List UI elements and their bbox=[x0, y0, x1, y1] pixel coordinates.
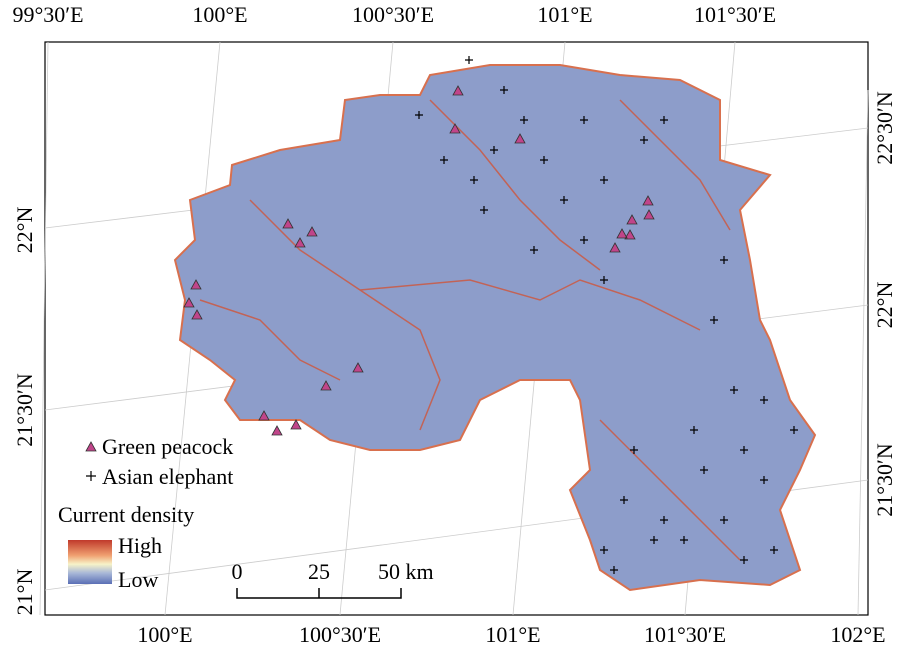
density-low: Low bbox=[118, 567, 158, 592]
elephant-symbol bbox=[86, 471, 96, 481]
study-region bbox=[173, 64, 817, 592]
scale-label: 50 km bbox=[378, 559, 434, 584]
top-label: 100°E bbox=[192, 2, 247, 27]
left-label: 22°N bbox=[12, 207, 37, 254]
legend: Green peacock Asian elephant Current den… bbox=[58, 434, 233, 592]
bottom-label: 100°E bbox=[137, 622, 192, 647]
peacock-points bbox=[183, 85, 655, 436]
left-label: 21°30′N bbox=[12, 373, 37, 447]
bottom-label: 101°30′E bbox=[644, 622, 726, 647]
top-label: 101°30′E bbox=[694, 2, 776, 27]
bottom-label: 102°E bbox=[830, 622, 885, 647]
right-label: 21°30′N bbox=[872, 443, 897, 517]
legend-label: Asian elephant bbox=[102, 464, 233, 489]
bottom-label: 100°30′E bbox=[299, 622, 381, 647]
scale-line bbox=[236, 588, 402, 599]
axis-labels: 99°30′E 100°E 100°30′E 101°E 101°30′E 10… bbox=[12, 2, 897, 647]
scale-label: 25 bbox=[308, 559, 330, 584]
density-ramp bbox=[68, 540, 112, 584]
legend-label: Green peacock bbox=[102, 434, 233, 459]
scale-bar: 0 25 50 km bbox=[232, 559, 434, 599]
right-label: 22°N bbox=[872, 282, 897, 329]
bottom-label: 101°E bbox=[485, 622, 540, 647]
right-label: 22°30′N bbox=[872, 91, 897, 165]
scale-label: 0 bbox=[232, 559, 243, 584]
peacock-symbol bbox=[85, 441, 97, 452]
density-title: Current density bbox=[58, 502, 194, 527]
top-label: 101°E bbox=[537, 2, 592, 27]
elephant-points bbox=[415, 56, 798, 574]
left-label: 21°N bbox=[12, 569, 37, 616]
density-high: High bbox=[118, 533, 162, 558]
top-label: 99°30′E bbox=[12, 2, 83, 27]
corridors bbox=[199, 99, 741, 561]
top-label: 100°30′E bbox=[352, 2, 434, 27]
